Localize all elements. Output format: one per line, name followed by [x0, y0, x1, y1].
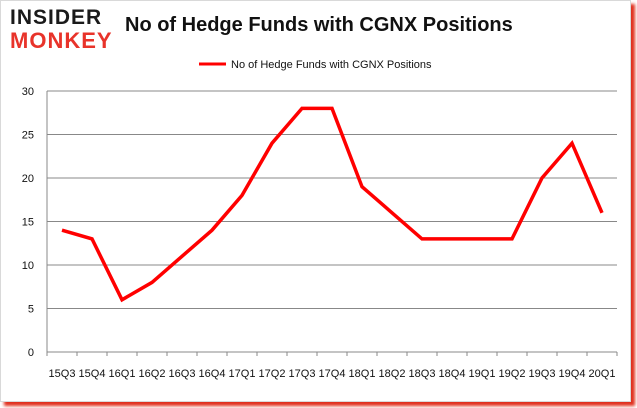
x-tick-label: 18Q1	[349, 368, 376, 380]
x-tick-label: 19Q4	[559, 368, 586, 380]
logo-line1: INSIDER	[10, 6, 103, 29]
logo-line2: MONKEY	[10, 28, 113, 53]
x-tick-label: 20Q1	[589, 368, 616, 380]
x-tick-label: 15Q3	[49, 368, 76, 380]
legend-label: No of Hedge Funds with CGNX Positions	[231, 59, 432, 71]
y-tick-label: 15	[22, 217, 34, 229]
y-tick-label: 10	[22, 260, 34, 272]
x-tick-label: 19Q1	[469, 368, 496, 380]
x-tick-label: 17Q2	[259, 368, 286, 380]
x-tick-label: 18Q3	[409, 368, 436, 380]
insider-monkey-logo: INSIDER MONKEY	[8, 6, 120, 53]
x-tick-label: 16Q3	[169, 368, 196, 380]
x-tick-label: 17Q3	[289, 368, 316, 380]
x-tick-label: 17Q4	[319, 368, 346, 380]
y-tick-label: 0	[28, 347, 34, 359]
x-tick-label: 19Q2	[499, 368, 526, 380]
x-tick-label: 16Q2	[139, 368, 166, 380]
x-tick-label: 19Q3	[529, 368, 556, 380]
x-tick-label: 15Q4	[79, 368, 106, 380]
y-tick-label: 5	[28, 304, 34, 316]
y-tick-label: 25	[22, 130, 34, 142]
x-tick-label: 18Q4	[439, 368, 466, 380]
chart-title: No of Hedge Funds with CGNX Positions	[125, 14, 513, 36]
y-tick-label: 30	[22, 86, 34, 98]
y-tick-label: 20	[22, 173, 34, 185]
x-tick-label: 18Q2	[379, 368, 406, 380]
x-tick-label: 17Q1	[229, 368, 256, 380]
x-tick-label: 16Q1	[109, 368, 136, 380]
chart-frame	[0, 0, 631, 402]
series-line	[61, 106, 604, 303]
x-tick-label: 16Q4	[199, 368, 226, 380]
